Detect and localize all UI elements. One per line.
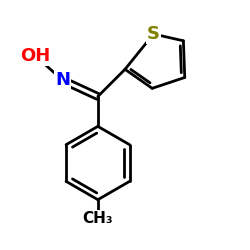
Text: N: N	[55, 71, 70, 89]
Text: S: S	[147, 25, 160, 43]
Text: CH₃: CH₃	[82, 211, 113, 226]
Text: OH: OH	[20, 47, 50, 65]
